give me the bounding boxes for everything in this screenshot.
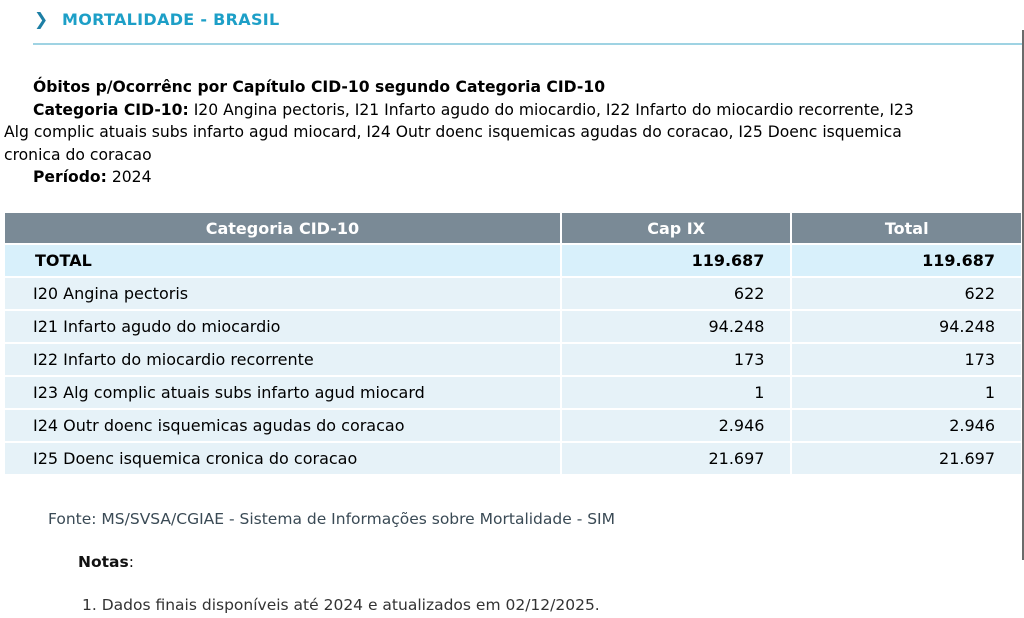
column-header-cap-ix: Cap IX: [561, 213, 791, 243]
category-filter-line: Categoria CID-10: I20 Angina pectoris, I…: [4, 99, 1014, 122]
total-row-cap-ix: 119.687: [561, 245, 791, 276]
notes-title: Notas: [78, 553, 129, 571]
table-row: I22 Infarto do miocardio recorrente 173 …: [5, 344, 1021, 375]
row-cap-ix: 1: [561, 377, 791, 408]
row-total: 94.248: [792, 311, 1021, 342]
row-cap-ix: 2.946: [561, 410, 791, 441]
row-category: I21 Infarto agudo do miocardio: [5, 311, 560, 342]
table-row: I25 Doenc isquemica cronica do coracao 2…: [5, 443, 1021, 474]
report-description: Óbitos p/Ocorrênc por Capítulo CID-10 se…: [4, 76, 1014, 189]
total-row-total: 119.687: [792, 245, 1021, 276]
total-row-label: TOTAL: [5, 245, 560, 276]
table-row: I20 Angina pectoris 622 622: [5, 278, 1021, 309]
page-title: MORTALIDADE - BRASIL: [62, 10, 280, 29]
row-cap-ix: 622: [561, 278, 791, 309]
notes-list: 1. Dados finais disponíveis até 2024 e a…: [82, 596, 600, 614]
table-row: I21 Infarto agudo do miocardio 94.248 94…: [5, 311, 1021, 342]
header-divider: [33, 43, 1022, 45]
data-source: Fonte: MS/SVSA/CGIAE - Sistema de Inform…: [48, 510, 615, 528]
category-label: Categoria CID-10:: [33, 100, 189, 119]
mortality-table: Categoria CID-10 Cap IX Total TOTAL 119.…: [3, 211, 1023, 476]
row-total: 622: [792, 278, 1021, 309]
period-label: Período:: [33, 168, 107, 186]
table-total-row: TOTAL 119.687 119.687: [5, 245, 1021, 276]
period-value: 2024: [106, 168, 152, 186]
table-row: I23 Alg complic atuais subs infarto agud…: [5, 377, 1021, 408]
row-category: I20 Angina pectoris: [5, 278, 560, 309]
note-item: 1. Dados finais disponíveis até 2024 e a…: [82, 596, 600, 614]
period-line: Período: 2024: [4, 166, 1014, 189]
notes-colon: :: [128, 553, 134, 571]
page-header: ❯ MORTALIDADE - BRASIL: [0, 0, 1022, 46]
report-title: Óbitos p/Ocorrênc por Capítulo CID-10 se…: [33, 78, 606, 96]
row-cap-ix: 94.248: [561, 311, 791, 342]
row-cap-ix: 173: [561, 344, 791, 375]
row-total: 2.946: [792, 410, 1021, 441]
right-border: [1022, 30, 1024, 560]
row-total: 1: [792, 377, 1021, 408]
row-total: 21.697: [792, 443, 1021, 474]
table-header-row: Categoria CID-10 Cap IX Total: [5, 213, 1021, 243]
row-category: I22 Infarto do miocardio recorrente: [5, 344, 560, 375]
notes-heading: Notas:: [78, 553, 134, 571]
column-header-total: Total: [792, 213, 1021, 243]
table-row: I24 Outr doenc isquemicas agudas do cora…: [5, 410, 1021, 441]
row-category: I24 Outr doenc isquemicas agudas do cora…: [5, 410, 560, 441]
category-value-1: I20 Angina pectoris, I21 Infarto agudo d…: [188, 100, 914, 119]
chevron-right-icon: ❯: [34, 10, 49, 30]
column-header-category: Categoria CID-10: [5, 213, 560, 243]
row-total: 173: [792, 344, 1021, 375]
category-value-2: Alg complic atuais subs infarto agud mio…: [4, 123, 902, 141]
row-cap-ix: 21.697: [561, 443, 791, 474]
row-category: I23 Alg complic atuais subs infarto agud…: [5, 377, 560, 408]
row-category: I25 Doenc isquemica cronica do coracao: [5, 443, 560, 474]
category-value-3: cronica do coracao: [4, 145, 152, 164]
